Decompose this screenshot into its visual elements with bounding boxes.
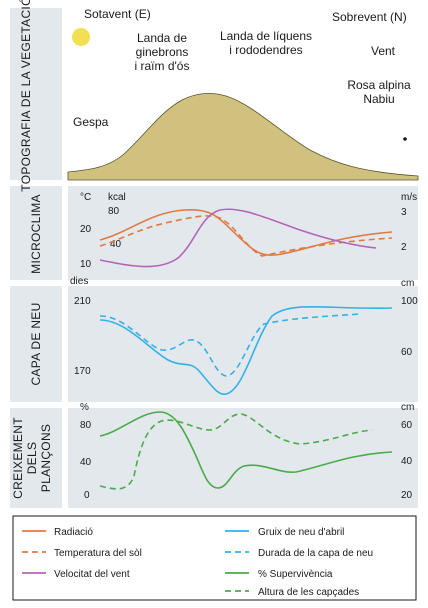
legend-label-durada-neu: Durada de la capa de neu: [258, 548, 373, 559]
vent-label: Vent: [371, 44, 396, 58]
sobrevent-label: Sobrevent (N): [332, 10, 407, 24]
creixement-label-line2: DELS: [25, 442, 39, 475]
microclima-label: MICROCLIMA: [29, 194, 43, 274]
capa-neu-tick-170: 170: [74, 366, 91, 377]
microclima-tick-ms-3: 3: [401, 207, 407, 218]
microclima-unit-ms: m/s: [401, 192, 417, 203]
vent-curve: [99, 208, 377, 268]
legend-label-temperatura: Temperatura del sòl: [54, 548, 142, 559]
landa-ginebrons-line2: ginebrons: [136, 45, 189, 59]
plant-dot: [403, 137, 407, 141]
gespa-label: Gespa: [73, 115, 109, 129]
legend-label-radiacio: Radiació: [54, 527, 93, 538]
durada-neu-curve: [99, 313, 361, 377]
landa-ginebrons-line1: Landa de: [137, 31, 187, 45]
creixement-label-line3: PLANÇONS: [39, 424, 53, 492]
landa-liquens-line1: Landa de líquens: [220, 29, 312, 43]
capa-neu-tick-210: 210: [74, 296, 91, 307]
altura-curve: [99, 413, 373, 490]
capa-neu-unit-dies: dies: [70, 276, 88, 287]
legend-label-supervivencia: % Supervivència: [258, 569, 333, 580]
legend-label-gruix-neu: Gruix de neu d'abril: [258, 527, 344, 538]
legend-box: [12, 515, 417, 601]
creixement-tick-20: 20: [401, 490, 413, 501]
legend-label-vent: Velocitat del vent: [54, 569, 130, 580]
landa-liquens-line2: i rododendres: [229, 43, 302, 57]
creixement-panel: [68, 408, 418, 508]
sun-icon: [72, 28, 90, 46]
capa-neu-tick-60: 60: [401, 347, 413, 358]
capa-neu-panel: [68, 286, 418, 402]
microclima-tick-temp-20: 20: [80, 224, 92, 235]
microclima-unit-temp: °C: [80, 192, 91, 203]
temperatura-curve: [99, 215, 393, 257]
microclima-tick-temp-10: 10: [80, 259, 92, 270]
supervivencia-curve: [99, 411, 393, 489]
radiacio-curve: [99, 209, 393, 256]
sotavent-label: Sotavent (E): [84, 7, 151, 21]
rosa-alpina-label: Rosa alpina: [347, 78, 411, 92]
creixement-unit-pct: %: [80, 402, 89, 413]
capa-neu-unit-cm: cm: [401, 278, 414, 289]
microclima-tick-ms-2: 2: [401, 242, 407, 253]
topografia-label-line1: TOPOGRAFIA DE LA VEGETACIÓ: [18, 0, 33, 192]
creixement-label-panel: [10, 408, 62, 508]
gruix-neu-curve: [99, 305, 393, 396]
capa-neu-label: CAPA DE NEU: [29, 302, 43, 385]
microclima-label-panel: [10, 186, 62, 280]
microclima-unit-kcal: kcal: [108, 192, 126, 203]
microclima-tick-kcal-40: 40: [110, 239, 122, 250]
creixement-tick-80: 80: [80, 420, 92, 431]
legend-label-altura: Altura de les capçades: [258, 587, 359, 598]
creixement-label-line1: CREIXEMENT: [11, 417, 25, 499]
creixement-tick-40: 40: [80, 457, 92, 468]
landa-ginebrons-line3: i raïm d'ós: [135, 59, 190, 73]
nabiu-label: Nabiu: [363, 92, 394, 106]
creixement-tick-60: 60: [401, 420, 413, 431]
capa-neu-tick-100: 100: [401, 296, 418, 307]
capa-neu-label-panel: [10, 286, 62, 402]
mountain-profile: [67, 92, 419, 181]
creixement-tick-0: 0: [84, 490, 90, 501]
creixement-unit-cm: cm: [401, 402, 414, 413]
microclima-tick-kcal-80: 80: [108, 206, 120, 217]
topografia-label-panel: [10, 8, 62, 180]
creixement-tick-40cm: 40: [401, 456, 413, 467]
